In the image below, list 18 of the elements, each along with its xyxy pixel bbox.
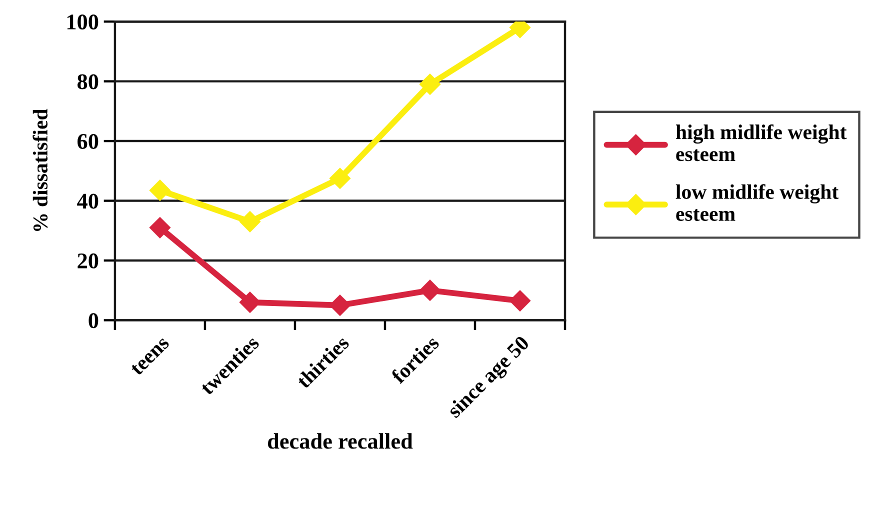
y-tick-label: 20: [78, 253, 98, 268]
point: [419, 280, 441, 301]
point: [509, 290, 531, 312]
point: [149, 217, 170, 238]
point: [329, 168, 351, 189]
point: [149, 180, 170, 201]
legend-label: high midlife weight esteem: [676, 124, 847, 162]
y-tick-label: 40: [77, 194, 98, 209]
y-tick-label: 80: [78, 74, 98, 90]
y-tick-label: 100: [67, 14, 98, 30]
point: [239, 292, 260, 313]
point: [239, 211, 260, 232]
y-tick-label: 0: [88, 313, 98, 328]
y-tick-label: 60: [78, 134, 98, 149]
legend-label: low midlife weight esteem: [676, 184, 839, 221]
y-axis-title: % dissatisfied: [32, 108, 48, 231]
point: [419, 74, 441, 95]
x-axis-title: decade recalled: [268, 433, 413, 449]
